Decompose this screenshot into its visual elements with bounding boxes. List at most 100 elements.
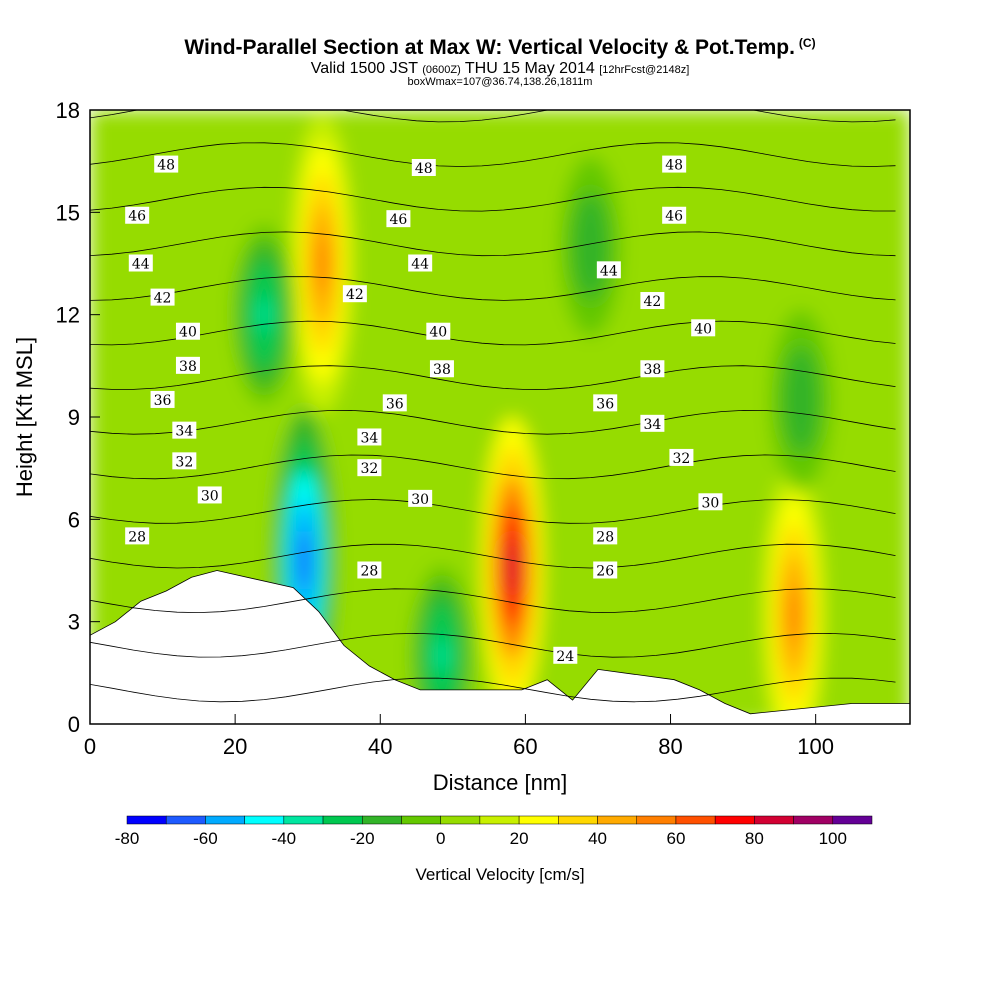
contour-label-bg	[125, 527, 150, 545]
contour-label: 30	[698, 493, 723, 511]
contour-label: 40	[175, 322, 200, 341]
velocity-cell	[435, 637, 449, 674]
theta-contour	[90, 588, 896, 614]
theta-contour	[90, 142, 896, 167]
contour-label-bg	[408, 489, 433, 507]
colorbar-segment	[754, 815, 794, 825]
theta-contour	[90, 677, 896, 703]
contour-label-bg	[640, 414, 665, 432]
colorbar-label: Vertical Velocity [cm/s]	[415, 865, 584, 884]
contour-label: 32	[669, 448, 694, 467]
x-tick-label: 0	[84, 734, 96, 759]
theta-contour	[90, 632, 896, 658]
contour-label-text: 40	[694, 321, 712, 337]
contour-label-bg	[408, 254, 433, 272]
contour-label-text: 48	[157, 158, 175, 174]
contour-label-bg	[197, 486, 222, 504]
contour-label-text: 44	[132, 257, 150, 273]
velocity-cell	[297, 530, 311, 591]
contour-label: 38	[429, 360, 454, 378]
theta-contour	[90, 409, 896, 435]
colorbar-segment	[636, 815, 677, 825]
colorbar-tick-label: 80	[745, 829, 764, 848]
contour-label-text: 38	[643, 362, 661, 378]
box-info: boxWmax=107@36.74,138.26,1811m	[407, 76, 593, 88]
contour-label-text: 28	[596, 529, 614, 545]
theta-contour	[90, 186, 896, 212]
colorbar-segment	[126, 815, 167, 825]
contour-label-text: 28	[128, 529, 146, 545]
contour-label: 48	[411, 158, 436, 177]
contour-label: 46	[662, 206, 687, 225]
colorbar-segment	[205, 815, 245, 825]
contour-label-bg	[154, 155, 179, 173]
contour-label-bg	[386, 210, 411, 228]
colorbar-segment	[479, 815, 520, 825]
contour-label-text: 46	[665, 209, 683, 225]
colorbar: -80 -60 -40 -20 0 20 40 60 80 100	[115, 815, 873, 848]
copyright-mark: (C)	[798, 36, 816, 50]
contour-label: 42	[150, 288, 175, 307]
contour-label-bg	[698, 493, 723, 511]
y-tick-label: 3	[68, 610, 80, 635]
contour-label-text: 24	[556, 649, 574, 665]
contour-label-text: 30	[201, 488, 219, 504]
y-tick-label: 18	[56, 98, 80, 123]
contour-label-text: 42	[154, 291, 172, 307]
velocity-cell	[787, 584, 801, 645]
contour-label-text: 46	[389, 212, 407, 228]
chart-title: Wind-Parallel Section at Max W: Vertical…	[0, 36, 1000, 60]
contour-label-text: 32	[360, 461, 378, 477]
contour-label-text: 42	[643, 294, 661, 310]
y-tick-label: 9	[68, 405, 80, 430]
contour-label-text: 38	[433, 362, 451, 378]
contour-label: 38	[175, 356, 200, 375]
contour-label: 34	[640, 414, 665, 433]
contour-label-text: 48	[415, 161, 433, 177]
chart-subtitle: Valid 1500 JST (0600Z) THU 15 May 2014 […	[0, 60, 1000, 78]
contour-label-bg	[357, 459, 382, 477]
contour-label: 44	[408, 254, 433, 273]
colorbar-tick-label: -20	[350, 829, 375, 848]
contour-label: 38	[640, 360, 665, 378]
contour-label: 42	[342, 285, 367, 303]
y-tick-label: 15	[56, 200, 80, 225]
velocity-cell	[794, 381, 808, 418]
theta-contour	[90, 499, 896, 524]
y-tick-label: 0	[68, 712, 80, 737]
contour-label-bg	[172, 452, 197, 470]
colorbar-segment	[244, 815, 285, 825]
contour-label: 36	[382, 394, 407, 412]
velocity-cell	[506, 537, 519, 598]
colorbar-segment	[793, 815, 834, 825]
contour-label: 36	[150, 390, 175, 409]
colorbar-segment	[283, 815, 324, 825]
contour-label: 46	[125, 206, 150, 225]
colorbar-tick-label: -40	[272, 829, 297, 848]
contour-label-bg	[596, 261, 621, 279]
contour-label-bg	[662, 206, 687, 224]
contour-label-bg	[640, 292, 665, 310]
contour-label: 44	[128, 254, 153, 273]
colorbar-segment	[401, 815, 441, 825]
contour-label-text: 32	[175, 454, 193, 470]
contour-label-text: 26	[596, 564, 614, 580]
contour-label-bg	[553, 646, 578, 664]
valid-time: Valid 1500 JST	[310, 60, 418, 77]
contour-label: 30	[197, 486, 222, 504]
contour-label: 48	[154, 155, 179, 174]
contour-label-text: 42	[346, 287, 364, 303]
contour-label: 28	[357, 561, 382, 580]
contour-label-text: 32	[673, 451, 691, 467]
contour-label-text: 36	[596, 396, 614, 412]
contour-label-bg	[175, 356, 200, 374]
contour-label: 40	[691, 319, 716, 337]
contour-label-text: 30	[702, 495, 720, 511]
contour-label: 24	[553, 646, 578, 665]
colorbar-segment	[322, 815, 363, 825]
contour-label: 40	[426, 322, 451, 341]
colorbar-tick-label: 40	[588, 829, 607, 848]
colorbar-segment	[832, 815, 873, 825]
